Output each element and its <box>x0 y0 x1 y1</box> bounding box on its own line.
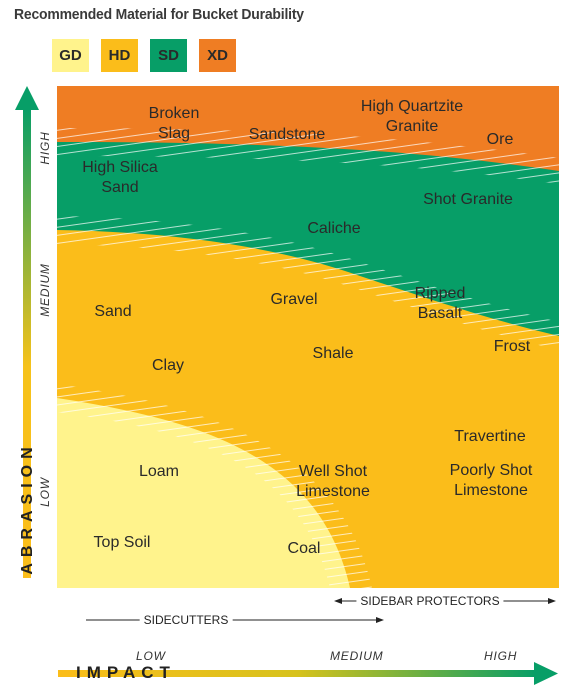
legend-sd: SD <box>150 39 187 72</box>
legend-gd: GD <box>52 39 89 72</box>
legend-xd: XD <box>199 39 236 72</box>
material-caliche: Caliche <box>307 220 361 237</box>
impact-arrow <box>58 662 558 685</box>
legend-hd: HD <box>101 39 138 72</box>
material-poorly-shot-limestone: Poorly Shot Limestone <box>449 462 533 499</box>
impact-tick-low: LOW <box>136 649 166 663</box>
material-ripped-basalt: Ripped Basalt <box>414 285 466 322</box>
material-coal: Coal <box>287 540 321 557</box>
legend-hd-label: HD <box>108 47 131 64</box>
material-high-silica-sand: High Silica Sand <box>82 159 158 196</box>
material-loam: Loam <box>138 463 180 480</box>
abrasion-tick-high: HIGH <box>38 131 52 165</box>
material-sand: Sand <box>94 303 132 320</box>
material-clay: Clay <box>151 357 185 374</box>
legend-sd-label: SD <box>158 47 179 64</box>
impact-tick-medium: MEDIUM <box>330 649 384 663</box>
sidecutters-label: SIDECUTTERS <box>139 613 233 627</box>
material-well-shot-limestone: Well Shot Limestone <box>296 463 370 500</box>
legend: GD HD SD XD <box>52 39 236 72</box>
sidecutters-range <box>86 617 384 623</box>
abrasion-arrow <box>15 86 39 578</box>
sidebar-protectors-label: SIDEBAR PROTECTORS <box>356 594 504 608</box>
material-top-soil: Top Soil <box>93 534 151 551</box>
material-broken-slag: Broken Slag <box>148 105 200 142</box>
diagram-title: Recommended Material for Bucket Durabili… <box>14 6 304 23</box>
abrasion-axis-title: ABRASION <box>19 441 36 575</box>
material-travertine: Travertine <box>454 428 526 445</box>
transition-hd-gd <box>57 384 372 588</box>
legend-gd-label: GD <box>59 47 82 64</box>
transition-sd-hd <box>57 216 559 350</box>
zone-gd <box>57 398 350 588</box>
material-ore: Ore <box>486 131 514 148</box>
material-shot-granite: Shot Granite <box>423 191 513 208</box>
transition-xd-sd <box>57 128 559 184</box>
legend-xd-label: XD <box>207 47 228 64</box>
material-gravel: Gravel <box>270 291 318 308</box>
material-high-quartzite-granite: High Quartzite Granite <box>360 98 464 135</box>
impact-axis-title: IMPACT <box>76 663 176 682</box>
impact-tick-high: HIGH <box>484 649 518 663</box>
material-sandstone: Sandstone <box>248 126 326 143</box>
material-shale: Shale <box>312 345 354 362</box>
material-frost: Frost <box>493 338 531 355</box>
abrasion-tick-medium: MEDIUM <box>38 263 52 317</box>
abrasion-tick-low: LOW <box>38 477 52 507</box>
zones <box>57 86 559 588</box>
